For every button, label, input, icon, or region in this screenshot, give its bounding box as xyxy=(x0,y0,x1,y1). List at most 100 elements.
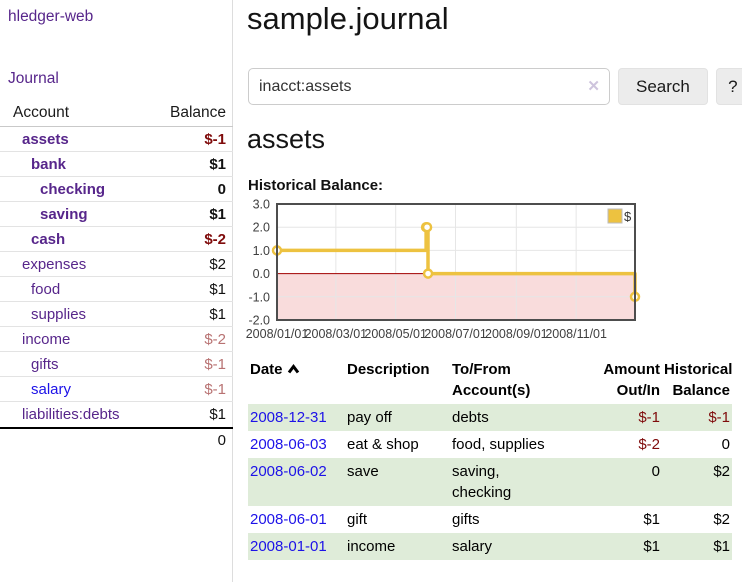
transaction-amount: $1 xyxy=(598,533,662,560)
transaction-date: 2008-06-01 xyxy=(248,506,345,533)
transaction-balance: $1 xyxy=(662,533,732,560)
transaction-amount: $-1 xyxy=(598,404,662,431)
account-balance: $1 xyxy=(209,155,226,173)
transaction-amount: $1 xyxy=(643,511,660,528)
search-button[interactable]: Search xyxy=(618,68,708,105)
y-tick-label: 0.0 xyxy=(253,267,270,281)
transaction-date-link[interactable]: 2008-12-31 xyxy=(250,409,327,426)
account-link-bank[interactable]: bank xyxy=(31,155,67,173)
account-row: cash $-2 xyxy=(0,227,233,252)
y-tick-label: -2.0 xyxy=(248,314,270,328)
y-tick-label: 2.0 xyxy=(253,221,270,235)
transaction-date-link[interactable]: 2008-06-02 xyxy=(250,463,327,480)
register-table: Date Description To/From Account(s) Amou… xyxy=(248,356,732,560)
legend-label: $ xyxy=(624,209,632,224)
description-column-header: Description xyxy=(347,361,430,378)
account-link-salary[interactable]: salary xyxy=(31,380,72,398)
account-total-balance: 0 xyxy=(217,432,226,449)
account-link-cash[interactable]: cash xyxy=(31,230,66,248)
transaction-amount: $-2 xyxy=(638,436,660,453)
register-header-row: Date Description To/From Account(s) Amou… xyxy=(248,356,732,404)
sort-ascending-icon xyxy=(287,364,299,374)
tofrom-column-header: To/From Account(s) xyxy=(452,361,531,399)
account-row: liabilities:debts $1 xyxy=(0,402,233,427)
x-tick-label: 2008/09/01 xyxy=(485,327,548,341)
app-title-link[interactable]: hledger-web xyxy=(8,8,94,25)
transaction-description: income xyxy=(345,533,450,560)
balance-column-header-main: Historical Balance xyxy=(664,361,733,399)
transaction-date-link[interactable]: 2008-06-01 xyxy=(250,511,327,528)
account-row: saving $1 xyxy=(0,202,233,227)
account-total-row: 0 xyxy=(0,427,233,452)
account-link-expenses[interactable]: expenses xyxy=(22,255,87,273)
account-link-income[interactable]: income xyxy=(22,330,71,348)
account-row: food $1 xyxy=(0,277,233,302)
account-balance: $-1 xyxy=(204,130,226,148)
account-row: salary $-1 xyxy=(0,377,233,402)
transaction-date: 2008-12-31 xyxy=(248,404,345,431)
x-tick-label: 2008/03/01 xyxy=(305,327,368,341)
balance-column-header: Balance xyxy=(169,104,226,121)
account-link-gifts[interactable]: gifts xyxy=(31,355,59,373)
sidebar-item-journal[interactable]: Journal xyxy=(8,70,59,87)
clear-search-icon[interactable]: ✕ xyxy=(587,78,600,95)
y-tick-label: 3.0 xyxy=(253,198,270,212)
account-balance: $2 xyxy=(209,255,226,273)
account-table: Account Balance assets $-1 bank $1 checking 0… xyxy=(0,100,233,452)
legend-swatch xyxy=(607,208,623,224)
account-balance: $1 xyxy=(209,406,226,423)
register-row: 2008-06-03 eat & shop food, supplies $-2 0 xyxy=(248,431,732,458)
balance-chart-svg: -2.0 -1.0 0.0 1.0 2.0 3.0 2008/01/012008/03/01… xyxy=(246,198,641,341)
transaction-amount: 0 xyxy=(598,458,662,506)
account-row: checking 0 xyxy=(0,177,233,202)
account-column-header: Account xyxy=(13,104,70,121)
balance-chart: -2.0 -1.0 0.0 1.0 2.0 3.0 2008/01/01 2008/03/01… xyxy=(246,198,742,350)
transaction-description: eat & shop xyxy=(347,436,419,453)
account-row: gifts $-1 xyxy=(0,352,233,377)
account-link-checking[interactable]: checking xyxy=(40,180,106,198)
transaction-date-link[interactable]: 2008-06-03 xyxy=(250,436,327,453)
page-title: sample.journal xyxy=(247,1,449,36)
amount-column-header: Amount Out/In xyxy=(603,361,660,399)
account-balance: $1 xyxy=(209,205,226,223)
account-balance: 0 xyxy=(217,180,226,198)
help-button[interactable]: ? xyxy=(715,68,742,105)
transaction-description: gift xyxy=(347,511,368,528)
transaction-date: 2008-01-01 xyxy=(248,533,345,560)
account-row: expenses $2 xyxy=(0,252,233,277)
account-row: income $-2 xyxy=(0,327,233,352)
data-point-marker xyxy=(422,268,434,279)
transaction-date-link[interactable]: 2008-01-01 xyxy=(250,538,327,555)
transaction-accounts: food, supplies xyxy=(452,436,545,453)
transaction-balance: $2 xyxy=(713,511,730,528)
x-tick-label: 2008/01/01 xyxy=(246,327,309,341)
data-point-marker xyxy=(421,221,433,233)
y-tick-label: -1.0 xyxy=(248,290,270,304)
y-tick-label: 1.0 xyxy=(253,244,270,258)
account-link-supplies[interactable]: supplies xyxy=(31,305,87,323)
account-link-liabilities-debts[interactable]: liabilities:debts xyxy=(22,406,120,423)
account-balance: $-2 xyxy=(204,330,226,348)
account-link-assets[interactable]: assets xyxy=(22,130,69,148)
account-balance: $-2 xyxy=(204,230,226,248)
register-row: 2008-01-01 income salary $1 $1 xyxy=(248,533,732,560)
register-table-body: 2008-12-31 pay off debts $-1 $-1 2008-06-03 ea… xyxy=(248,404,732,560)
account-link-saving[interactable]: saving xyxy=(40,205,88,223)
account-row: supplies $1 xyxy=(0,302,233,327)
account-balance: $-1 xyxy=(204,380,226,398)
search-input[interactable] xyxy=(248,68,610,105)
x-tick-label: 2008/07/01 xyxy=(424,327,487,341)
date-column-header[interactable]: Date xyxy=(248,356,345,404)
x-tick-label: 2008/11/01 xyxy=(545,327,607,341)
account-table-body: assets $-1 bank $1 checking 0 saving $1 cash $-2 e… xyxy=(0,127,233,427)
transaction-balance: 0 xyxy=(721,436,730,453)
account-row: assets $-1 xyxy=(0,127,233,152)
x-tick-label: 2008/05/01 xyxy=(364,327,427,341)
chart-title: Historical Balance: xyxy=(248,177,384,194)
account-balance: $1 xyxy=(209,305,226,323)
transaction-date: 2008-06-02 xyxy=(248,458,345,506)
transaction-description: pay off xyxy=(345,404,450,431)
plot-border xyxy=(276,203,636,321)
search-field-wrap: ✕ xyxy=(248,68,610,105)
account-link-food[interactable]: food xyxy=(31,280,61,298)
